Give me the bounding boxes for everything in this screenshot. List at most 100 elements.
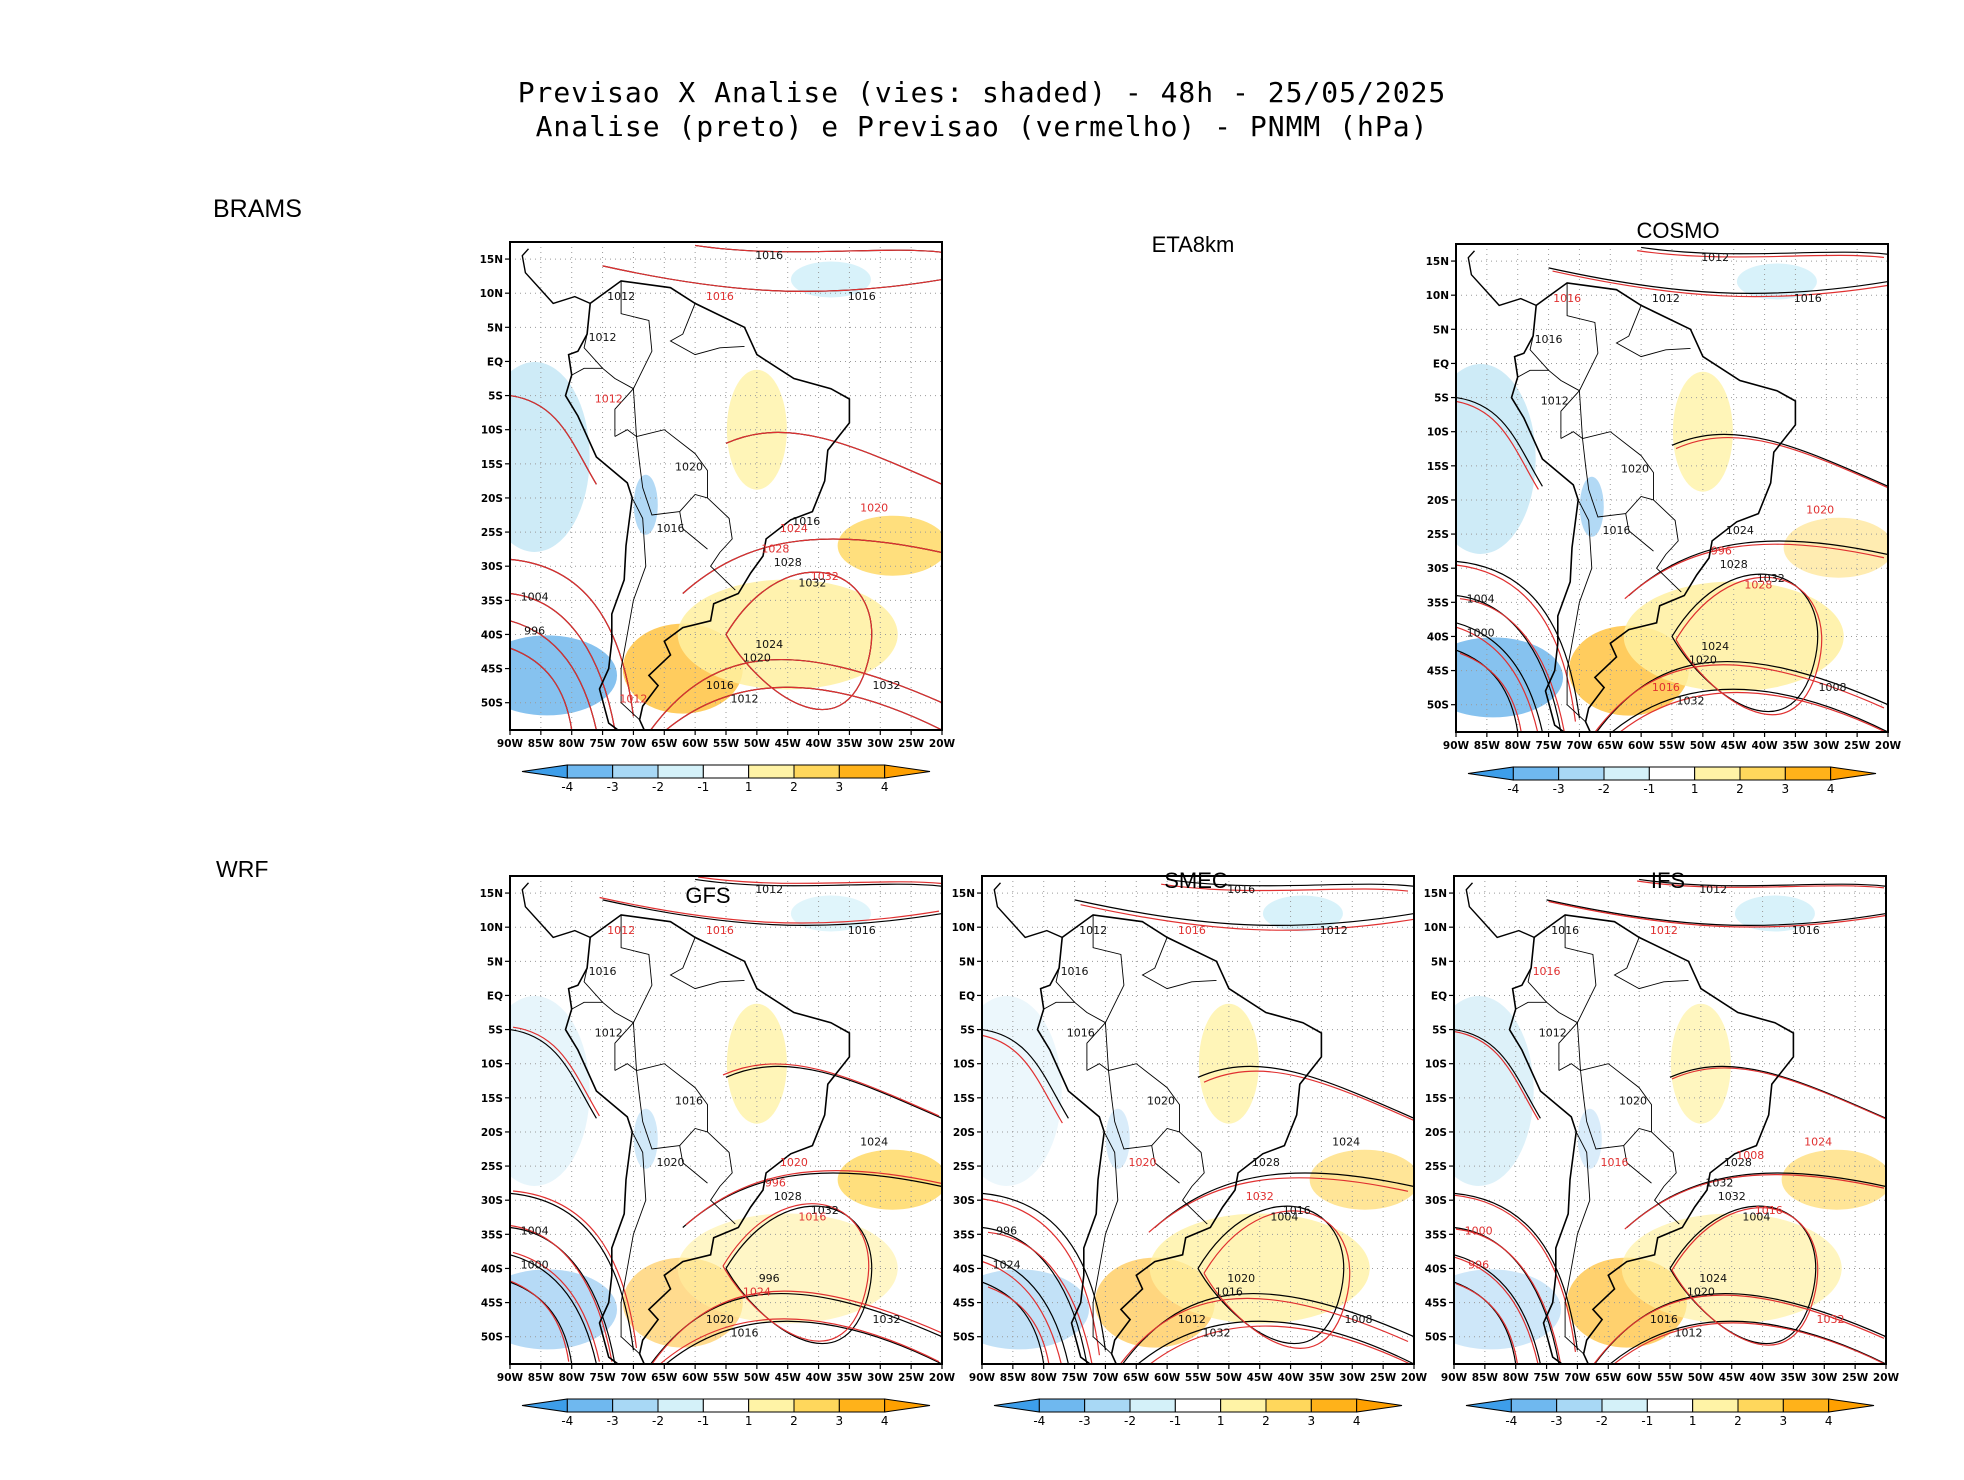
lon-tick-label: 70W xyxy=(1566,740,1593,752)
lat-tick-label: 50S xyxy=(1427,700,1449,712)
contour-label: 1016 xyxy=(1533,965,1561,978)
contour-label: 1012 xyxy=(1539,1026,1567,1039)
contour-label: 1024 xyxy=(1699,1272,1727,1285)
lon-tick-label: 80W xyxy=(1503,1372,1530,1384)
contour-label: 1016 xyxy=(589,965,617,978)
figure-title-line-1: Previsao X Analise (vies: shaded) - 48h … xyxy=(517,76,1447,109)
lon-tick-label: 40W xyxy=(805,738,832,750)
contour-label: 1012 xyxy=(1675,1327,1703,1340)
colorbar-tick-label: -4 xyxy=(1505,1414,1517,1428)
lat-tick-label: 25S xyxy=(481,1161,503,1173)
colorbar-tick-label: 4 xyxy=(1353,1414,1361,1428)
lat-tick-label: 5N xyxy=(959,956,975,968)
lon-tick-label: 80W xyxy=(1031,1372,1058,1384)
lat-tick-label: 45S xyxy=(953,1298,975,1310)
lon-tick-label: 85W xyxy=(1474,740,1501,752)
lat-tick-label: 20S xyxy=(953,1127,975,1139)
contour-label: 1020 xyxy=(1128,1156,1156,1169)
contour-label: 1032 xyxy=(872,679,900,692)
lat-tick-label: 15N xyxy=(480,888,503,900)
lat-tick-label: EQ xyxy=(1431,990,1447,1002)
lat-tick-label: 15S xyxy=(481,459,503,471)
contour-label: 1016 xyxy=(1553,292,1581,305)
contour-label: 1020 xyxy=(1227,1272,1255,1285)
contour-label: 1004 xyxy=(521,590,549,603)
colorbar-tick-label: 2 xyxy=(1736,782,1744,796)
lon-tick-label: 25W xyxy=(898,738,925,750)
colorbar-tick-label: 2 xyxy=(790,1414,798,1428)
lat-tick-label: 10S xyxy=(481,1059,503,1071)
lat-tick-label: 15S xyxy=(1427,461,1449,473)
contour-label: 1032 xyxy=(872,1313,900,1326)
lon-tick-label: 75W xyxy=(1061,1372,1088,1384)
contour-label: 1028 xyxy=(774,1190,802,1203)
contour-label: 1016 xyxy=(1551,924,1579,937)
lon-tick-label: 75W xyxy=(589,1372,616,1384)
lon-tick-label: 35W xyxy=(1782,740,1809,752)
lon-tick-label: 60W xyxy=(682,738,709,750)
lon-tick-label: 55W xyxy=(1185,1372,1212,1384)
lon-tick-label: 70W xyxy=(620,1372,647,1384)
lat-tick-label: 20S xyxy=(1427,495,1449,507)
lon-tick-label: 70W xyxy=(1092,1372,1119,1384)
lon-tick-label: 35W xyxy=(836,738,863,750)
contour-label: 1004 xyxy=(1742,1211,1770,1224)
contour-label: 1020 xyxy=(1689,654,1717,667)
lat-tick-label: EQ xyxy=(1433,358,1449,370)
lon-tick-label: 70W xyxy=(1564,1372,1591,1384)
contour-label: 1024 xyxy=(1726,524,1754,537)
lat-tick-label: 15S xyxy=(1425,1093,1447,1105)
contour-label: 1024 xyxy=(1701,640,1729,653)
lon-tick-label: 50W xyxy=(1216,1372,1243,1384)
colorbar-tick-label: 4 xyxy=(881,780,889,794)
lat-tick-label: 30S xyxy=(953,1195,975,1207)
colorbar-tick-label: -2 xyxy=(652,780,664,794)
lon-tick-label: 40W xyxy=(1749,1372,1776,1384)
lon-tick-label: 20W xyxy=(1401,1372,1428,1384)
contour-label: 1008 xyxy=(1736,1149,1764,1162)
contour-label: 1016 xyxy=(1535,333,1563,346)
lat-tick-label: 10N xyxy=(952,922,975,934)
colorbar-tick-label: -1 xyxy=(1641,1414,1653,1428)
contour-label: 1008 xyxy=(1344,1313,1372,1326)
lat-tick-label: 45S xyxy=(481,664,503,676)
contour-label: 1000 xyxy=(1465,1224,1493,1237)
lon-tick-label: 80W xyxy=(559,738,586,750)
colorbar-tick-label: -3 xyxy=(1553,782,1565,796)
lat-tick-label: EQ xyxy=(487,990,503,1002)
colorbar-tick-label: 1 xyxy=(1689,1414,1697,1428)
contour-label: 1016 xyxy=(1061,965,1089,978)
lat-tick-label: 40S xyxy=(481,629,503,641)
lon-tick-label: 20W xyxy=(1875,740,1902,752)
contour-label: 1016 xyxy=(798,1211,826,1224)
contour-label: 996 xyxy=(524,624,545,637)
lat-tick-label: 20S xyxy=(481,1127,503,1139)
lon-tick-label: 40W xyxy=(805,1372,832,1384)
lat-tick-label: 10N xyxy=(480,288,503,300)
contour-label: 1016 xyxy=(1650,1313,1678,1326)
contour-label: 1012 xyxy=(607,290,635,303)
contour-label: 1020 xyxy=(1147,1095,1175,1108)
lat-tick-label: 15N xyxy=(480,254,503,266)
contour-label: 1004 xyxy=(1467,592,1495,605)
contour-label: 1016 xyxy=(706,679,734,692)
contour-label: 1016 xyxy=(1178,924,1206,937)
lon-tick-label: 55W xyxy=(1659,740,1686,752)
contour-label: 1016 xyxy=(1600,1156,1628,1169)
wrf-label: WRF xyxy=(216,856,269,882)
contour-label: 1028 xyxy=(1252,1156,1280,1169)
lat-tick-label: EQ xyxy=(487,356,503,368)
contour-label: 1020 xyxy=(1621,463,1649,476)
lon-tick-label: 60W xyxy=(1628,740,1655,752)
lon-tick-label: 50W xyxy=(1688,1372,1715,1384)
lon-tick-label: 85W xyxy=(528,738,555,750)
lon-tick-label: 20W xyxy=(929,1372,956,1384)
contour-label: 1016 xyxy=(706,290,734,303)
lon-tick-label: 30W xyxy=(1339,1372,1366,1384)
colorbar-tick-label: -3 xyxy=(1079,1414,1091,1428)
lon-tick-label: 60W xyxy=(1154,1372,1181,1384)
lon-tick-label: 65W xyxy=(1595,1372,1622,1384)
